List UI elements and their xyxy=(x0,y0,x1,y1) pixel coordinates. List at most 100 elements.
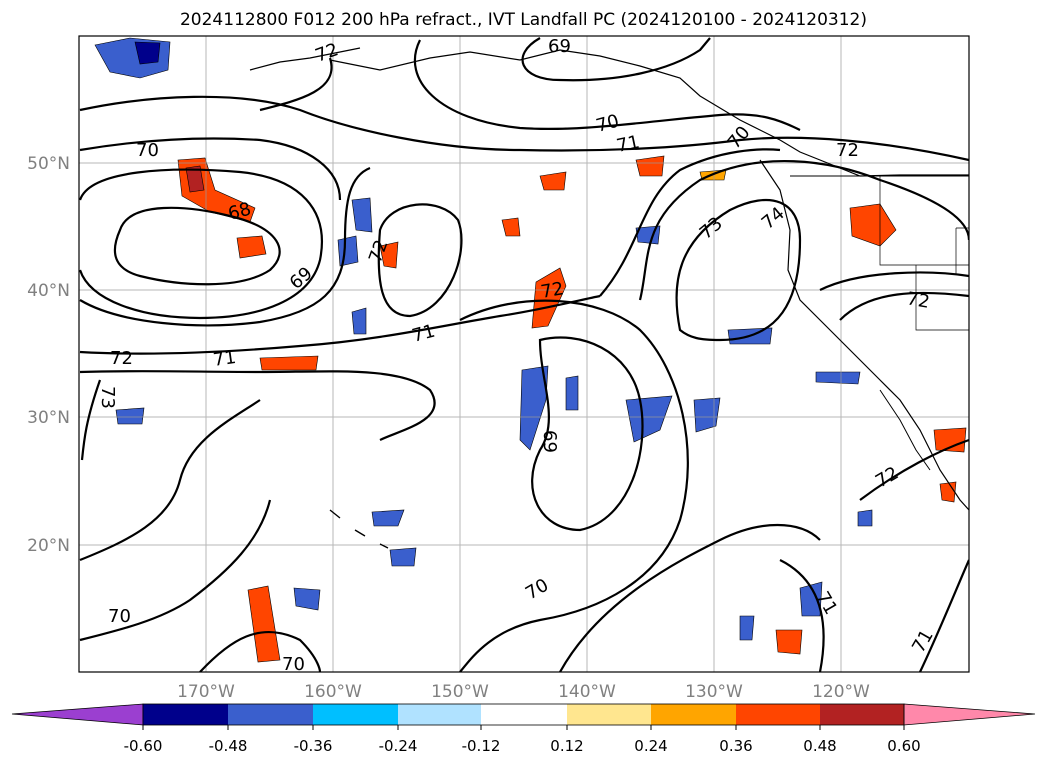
lon-label-140w: 140°W xyxy=(558,682,616,702)
contour-71-southeast xyxy=(819,271,969,291)
contour-label: 72 xyxy=(110,348,133,369)
colorbar-tick-label: 0.24 xyxy=(634,737,667,755)
colorbar-segment xyxy=(481,704,567,725)
contour-label: 69 xyxy=(539,430,560,453)
negative-patch-southeast-2 xyxy=(739,615,755,641)
negative-patch-south-1 xyxy=(519,365,549,451)
colorbar-segment xyxy=(736,704,820,725)
colorbar-tick-label: -0.24 xyxy=(379,737,418,755)
positive-patch-northeast-2 xyxy=(635,155,665,177)
aleutians-coastline xyxy=(249,47,361,71)
positive-patch-southeast-3 xyxy=(939,481,957,503)
contour-72-west xyxy=(79,370,436,441)
lon-label-150w: 150°W xyxy=(431,682,489,702)
negative-patch-southwest-4 xyxy=(293,587,321,611)
lat-label-20: 20°N xyxy=(27,536,70,556)
contour-71-central xyxy=(599,148,781,297)
coastlines xyxy=(249,47,969,549)
contour-71-southeast-3 xyxy=(919,559,969,672)
negative-patch-southeast-3 xyxy=(857,509,873,527)
colorbar-segment xyxy=(143,704,228,725)
colorbar-segment xyxy=(313,704,398,725)
colorbar-frame xyxy=(142,703,905,726)
colorbar-extend-left xyxy=(11,703,144,726)
contour-70-west xyxy=(79,137,342,201)
positive-patch-north-1 xyxy=(539,171,567,191)
hawaii-islands xyxy=(329,509,389,549)
contour-lines xyxy=(79,37,969,672)
colorbar-tick-label: 0.48 xyxy=(803,737,836,755)
lon-label-130w: 130°W xyxy=(685,682,743,702)
contour-label: 70 xyxy=(136,140,159,161)
positive-patch-southeast-1 xyxy=(775,629,803,655)
state-border-2 xyxy=(915,265,969,331)
colorbar-tick-label: -0.12 xyxy=(462,737,501,755)
colorbar-segment xyxy=(567,704,651,725)
contour-73-east xyxy=(675,198,802,342)
contour-70-southeast xyxy=(559,524,821,672)
colorbar-tick-label: -0.48 xyxy=(209,737,248,755)
contour-label: 70 xyxy=(108,606,131,627)
contour-71-north xyxy=(79,95,969,162)
positive-patch-west-core xyxy=(185,165,205,193)
lat-label-40: 40°N xyxy=(27,281,70,301)
longitude-labels: 170°W 160°W 150°W 140°W 130°W 120°W xyxy=(177,682,870,702)
negative-patch-southwest-2 xyxy=(371,509,405,527)
negative-patch-southeast-1 xyxy=(799,581,823,617)
map-frame xyxy=(78,35,970,673)
colorbar-tick-labels: -0.60 -0.48 -0.36 -0.24 -0.12 0.12 0.24 … xyxy=(124,737,921,755)
contour-label: 70 xyxy=(282,654,305,675)
negative-patch-south-3 xyxy=(625,395,673,443)
negative-patch-east-3 xyxy=(815,371,861,385)
contour-71-southwest xyxy=(79,399,261,562)
lat-label-30: 30°N xyxy=(27,408,70,428)
contour-72-southeast xyxy=(839,291,969,321)
alaska-coastline xyxy=(329,49,969,177)
colorbar-tick-label: -0.36 xyxy=(294,737,333,755)
contour-70-south xyxy=(199,630,322,672)
colorbar-segment xyxy=(820,704,904,725)
map-title: 2024112800 F012 200 hPa refract., IVT La… xyxy=(179,10,867,30)
contour-71-west xyxy=(79,294,601,355)
colorbar-extend-right xyxy=(903,703,1036,726)
map-panel: 69 72 70 70 71 72 68 72 69 73 74 72 72 7… xyxy=(79,36,969,675)
contour-71-southeast-2 xyxy=(779,559,825,672)
contour-69-north xyxy=(521,37,711,82)
negative-patch-central-3 xyxy=(351,307,367,335)
lon-label-120w: 120°W xyxy=(812,682,870,702)
contour-72-northwest xyxy=(259,57,333,112)
positive-patch-central-1 xyxy=(379,241,399,269)
contour-69-central xyxy=(531,336,644,532)
state-border-1 xyxy=(879,176,969,266)
colorbar-segment xyxy=(398,704,481,725)
negative-patch-south-2 xyxy=(565,375,579,411)
contour-73-west xyxy=(80,379,102,461)
negative-patch-southwest-3 xyxy=(389,547,417,567)
contour-70-central xyxy=(459,299,689,672)
positive-patch-southwest-2 xyxy=(259,355,319,371)
colorbar-tick-label: -0.60 xyxy=(124,737,163,755)
positive-patch-central-3 xyxy=(501,217,521,237)
contour-69-low xyxy=(79,168,323,320)
contour-label: 69 xyxy=(548,36,571,57)
positive-patch-southeast-2 xyxy=(933,427,967,453)
lon-label-160w: 160°W xyxy=(304,682,362,702)
latitude-labels: 20°N 30°N 40°N 50°N xyxy=(27,154,70,556)
colorbar-tick-label: 0.36 xyxy=(719,737,752,755)
contour-70-southwest xyxy=(79,499,272,642)
contour-label: 71 xyxy=(615,132,642,157)
negative-patch-southwest xyxy=(115,407,145,425)
contour-68-low xyxy=(113,206,281,286)
contour-72-east xyxy=(638,160,969,301)
contour-70-low xyxy=(79,166,371,327)
contour-label: 71 xyxy=(212,347,238,371)
colorbar-segment xyxy=(651,704,736,725)
negative-patch-central-2 xyxy=(337,235,359,267)
colorbar: -0.60 -0.48 -0.36 -0.24 -0.12 0.12 0.24 … xyxy=(11,703,1036,755)
contour-label: 72 xyxy=(836,140,859,161)
contour-central-cell xyxy=(377,203,463,318)
contour-72-coast xyxy=(859,438,969,501)
state-border-3 xyxy=(955,227,969,275)
positive-patch-northeast-1 xyxy=(849,203,897,247)
